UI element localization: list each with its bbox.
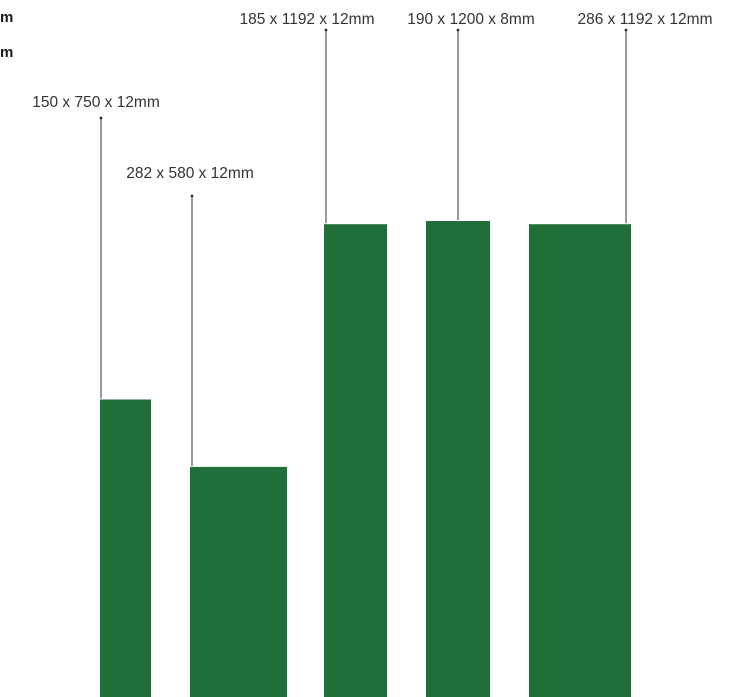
tile-bar — [529, 224, 631, 697]
tiles-layer: 150 x 750 x 12mm 282 x 580 x 12mm 185 x 11… — [32, 11, 712, 697]
tile-bar — [190, 466, 287, 697]
tile-bar — [100, 399, 151, 697]
tile-size-label: 286 x 1192 x 12mm — [578, 11, 713, 28]
cropped-label-fragment: m — [0, 9, 14, 26]
tile-size-label: 190 x 1200 x 8mm — [407, 11, 535, 28]
leader-dot — [456, 28, 460, 32]
leader-dot — [624, 28, 628, 32]
leader-dot — [324, 28, 328, 32]
tile-size-label: 150 x 750 x 12mm — [32, 94, 160, 111]
leader-dot — [190, 194, 194, 198]
tile-size-label: 282 x 580 x 12mm — [126, 165, 254, 182]
tile-size-label: 185 x 1192 x 12mm — [240, 11, 375, 28]
tile-bar — [426, 221, 490, 697]
leader-dot — [99, 116, 103, 120]
cropped-label-fragment: m — [0, 44, 14, 61]
tile-bar — [324, 224, 387, 697]
